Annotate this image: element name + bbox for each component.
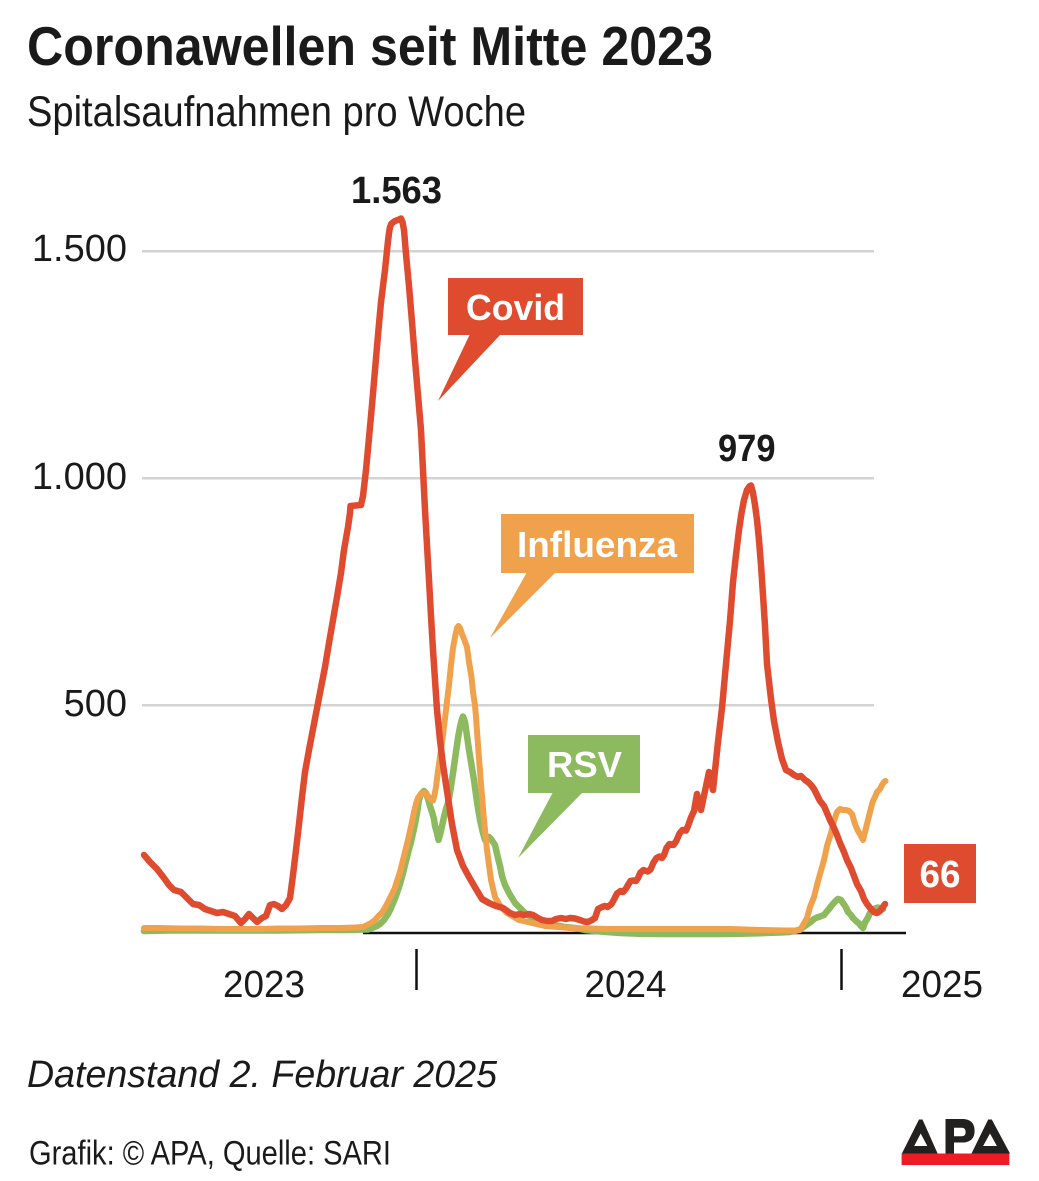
svg-text:Datenstand 2. Februar 2025: Datenstand 2. Februar 2025 xyxy=(27,1054,498,1096)
svg-text:Influenza: Influenza xyxy=(517,524,678,565)
svg-text:Coronawellen seit Mitte 2023: Coronawellen seit Mitte 2023 xyxy=(27,15,713,77)
svg-text:RSV: RSV xyxy=(547,744,622,785)
svg-text:66: 66 xyxy=(920,854,961,896)
svg-text:1.500: 1.500 xyxy=(32,228,127,270)
svg-text:500: 500 xyxy=(64,683,127,725)
svg-text:Grafik: © APA, Quelle: SARI: Grafik: © APA, Quelle: SARI xyxy=(29,1135,391,1173)
svg-text:Covid: Covid xyxy=(466,287,565,328)
svg-text:Spitalsaufnahmen pro Woche: Spitalsaufnahmen pro Woche xyxy=(27,88,526,136)
svg-text:2024: 2024 xyxy=(585,964,667,1006)
svg-text:1.000: 1.000 xyxy=(32,456,127,498)
svg-text:2025: 2025 xyxy=(901,964,983,1006)
svg-text:979: 979 xyxy=(718,428,776,470)
svg-text:1.563: 1.563 xyxy=(351,170,442,212)
svg-text:2023: 2023 xyxy=(223,964,305,1006)
